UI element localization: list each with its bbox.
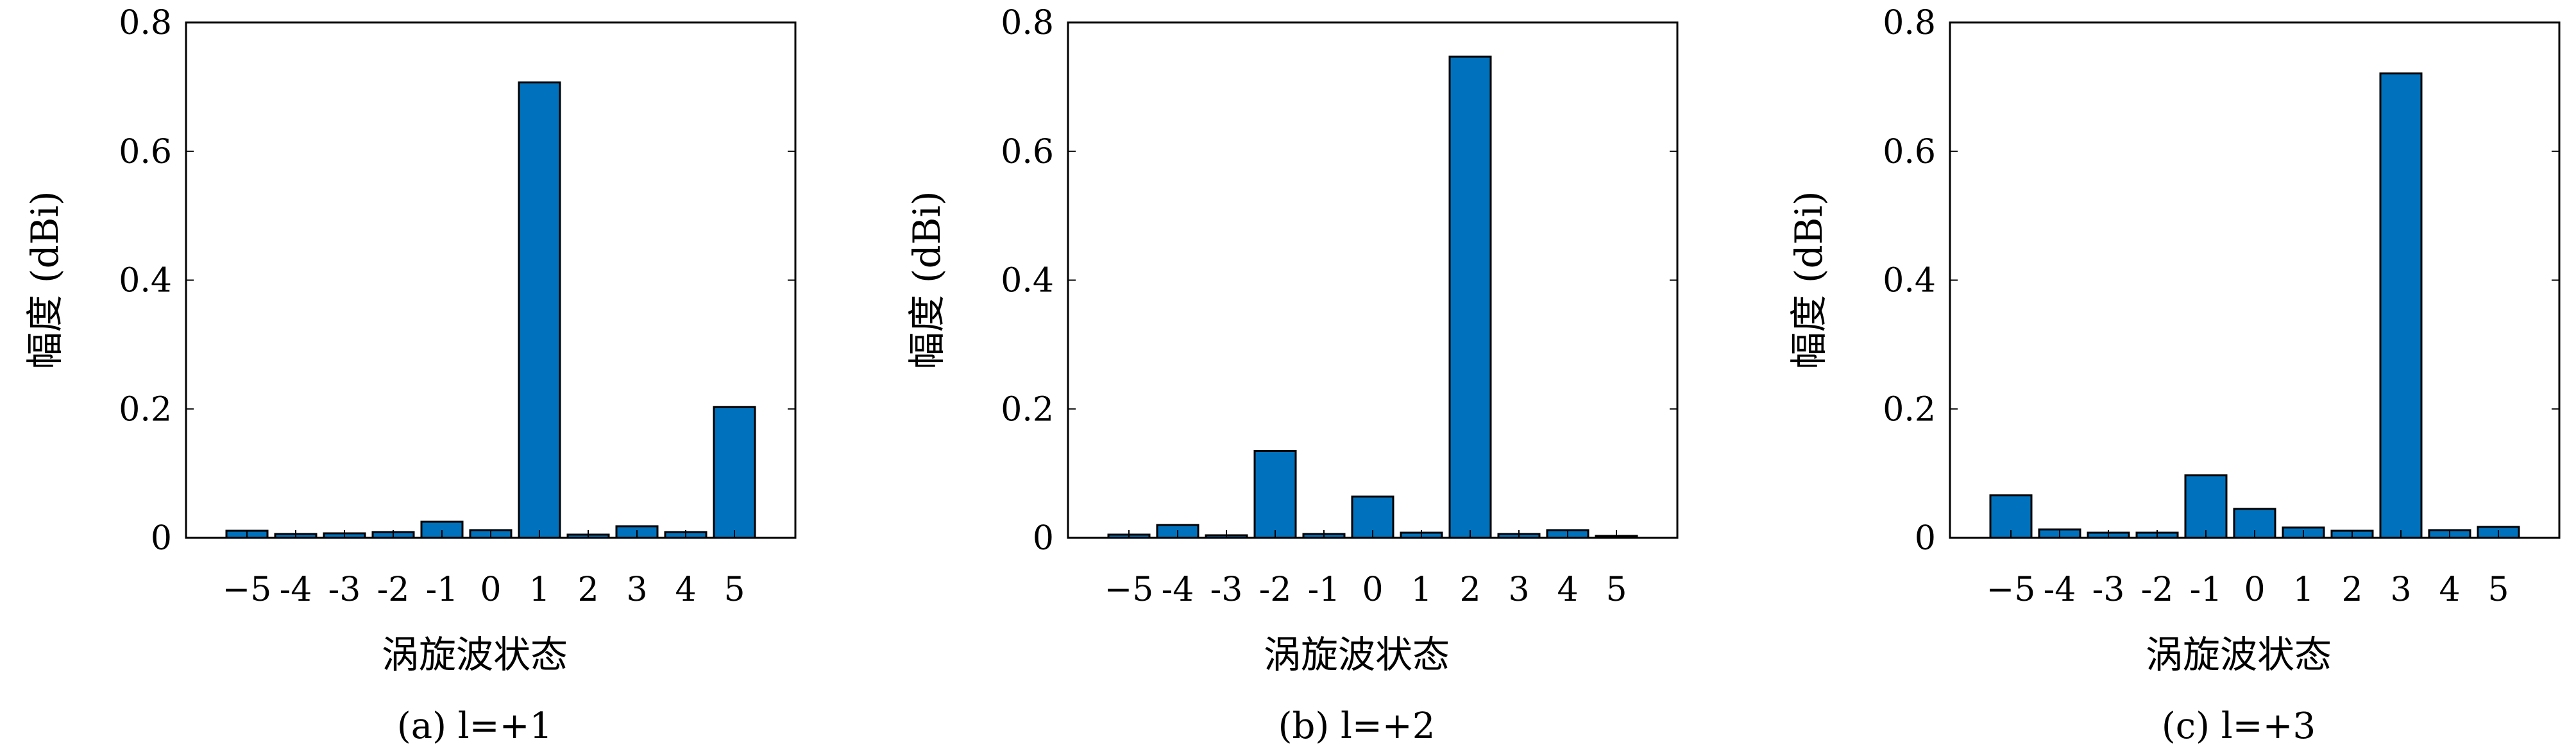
y-axis-title: 幅度 (dBi) xyxy=(905,191,949,370)
x-tick-label: -1 xyxy=(426,571,459,609)
y-tick-label: 0.8 xyxy=(1883,4,1936,42)
bar--2 xyxy=(1253,449,1297,539)
chart-panel-1: 00.20.40.60.8−5 -4 -3 -2 -1 0 1 2 3 4 5幅度 (dBi)涡旋波… xyxy=(23,4,797,747)
x-tick-label: -3 xyxy=(2092,571,2125,609)
x-tick-label: −5 xyxy=(1987,571,2036,609)
y-axis-title: 幅度 (dBi) xyxy=(1787,191,1831,370)
y-tick-label: 0.6 xyxy=(119,133,172,171)
x-tick-label: 1 xyxy=(529,571,550,609)
x-tick-label: −5 xyxy=(223,571,272,609)
panel-caption: (b) l=+2 xyxy=(1278,705,1436,747)
x-tick-label: -4 xyxy=(1162,571,1194,609)
panel-caption: (a) l=+1 xyxy=(397,705,552,747)
x-tick-label: -4 xyxy=(2044,571,2076,609)
bar-3 xyxy=(2379,72,2423,539)
y-tick-label: 0.8 xyxy=(1001,4,1054,42)
panel-caption: (c) l=+3 xyxy=(2162,705,2316,747)
x-tick-label: -1 xyxy=(1308,571,1341,609)
x-tick-label: 0 xyxy=(2244,571,2265,609)
y-tick-label: 0.2 xyxy=(1883,390,1936,429)
x-tick-label: 2 xyxy=(577,571,598,609)
x-axis-title: 涡旋波状态 xyxy=(382,633,568,676)
bar-5 xyxy=(713,406,756,539)
x-tick-label: -2 xyxy=(1259,571,1292,609)
y-tick-label: 0.2 xyxy=(119,390,172,429)
x-tick-label: -1 xyxy=(2190,571,2223,609)
y-tick-label: 0 xyxy=(151,519,172,558)
y-tick-label: 0.2 xyxy=(1001,390,1054,429)
x-tick-label: 4 xyxy=(1557,571,1578,609)
x-tick-label: -2 xyxy=(377,571,410,609)
x-tick-label: 5 xyxy=(724,571,745,609)
plot-frame xyxy=(185,21,797,539)
y-tick-label: 0.4 xyxy=(1883,262,1936,300)
x-tick-label: 4 xyxy=(675,571,696,609)
x-tick-label: 3 xyxy=(1508,571,1529,609)
y-tick-label: 0 xyxy=(1915,519,1936,558)
x-tick-label: 3 xyxy=(2390,571,2411,609)
bar-1 xyxy=(518,81,561,539)
x-tick-label: 3 xyxy=(626,571,647,609)
x-axis-title: 涡旋波状态 xyxy=(2146,633,2332,676)
chart-panel-3: 00.20.40.60.8−5 -4 -3 -2 -1 0 1 2 3 4 5幅度 (dBi)涡旋波… xyxy=(1787,4,2561,747)
plot-frame xyxy=(1067,21,1679,539)
y-tick-label: 0.6 xyxy=(1883,133,1936,171)
x-tick-label: -3 xyxy=(328,571,361,609)
y-tick-label: 0.8 xyxy=(119,4,172,42)
y-tick-label: 0 xyxy=(1033,519,1054,558)
x-tick-label: -4 xyxy=(280,571,312,609)
x-tick-label: 1 xyxy=(1411,571,1432,609)
x-tick-label: 1 xyxy=(2292,571,2314,609)
plot-frame xyxy=(1949,21,2561,539)
chart-panel-2: 00.20.40.60.8−5 -4 -3 -2 -1 0 1 2 3 4 5幅度 (dBi)涡旋波… xyxy=(905,4,1679,747)
y-tick-label: 0.4 xyxy=(1001,262,1054,300)
bar-2 xyxy=(1448,55,1492,539)
x-tick-label: 0 xyxy=(1362,571,1383,609)
x-tick-label: -2 xyxy=(2141,571,2174,609)
x-tick-label: 2 xyxy=(1459,571,1480,609)
bar--1 xyxy=(2184,474,2228,539)
y-axis-title: 幅度 (dBi) xyxy=(23,191,67,370)
x-tick-label: −5 xyxy=(1105,571,1154,609)
x-tick-label: 5 xyxy=(1606,571,1627,609)
x-tick-label: -3 xyxy=(1210,571,1243,609)
y-tick-label: 0.4 xyxy=(119,262,172,300)
x-tick-label: 0 xyxy=(480,571,501,609)
y-tick-label: 0.6 xyxy=(1001,133,1054,171)
x-tick-label: 4 xyxy=(2439,571,2460,609)
x-axis-title: 涡旋波状态 xyxy=(1264,633,1450,676)
x-tick-label: 2 xyxy=(2341,571,2362,609)
x-tick-label: 5 xyxy=(2487,571,2509,609)
